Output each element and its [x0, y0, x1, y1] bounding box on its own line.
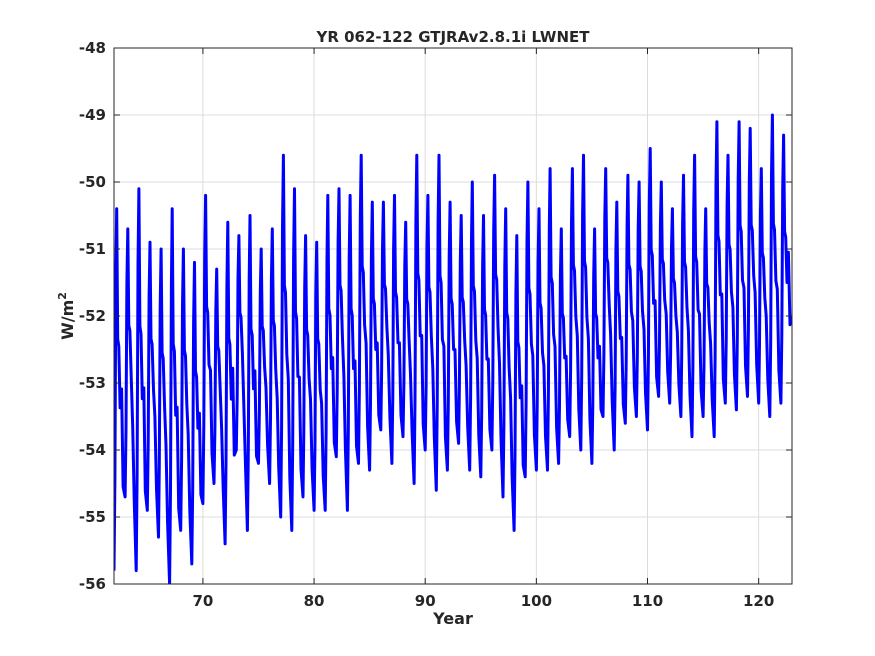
y-axis-label: W/m2 [56, 292, 77, 340]
y-tick-label: -54 [79, 441, 106, 459]
x-tick-label: 100 [521, 592, 552, 610]
x-tick-label: 90 [415, 592, 436, 610]
y-tick-label: -56 [79, 575, 106, 593]
series-line [114, 113, 792, 584]
y-tick-label: -52 [79, 307, 106, 325]
chart-title: YR 062-122 GTJRAv2.8.1i LWNET [315, 28, 590, 46]
y-tick-label: -50 [79, 173, 106, 191]
x-axis-label: Year [432, 609, 473, 628]
y-axis-label-exponent: 2 [56, 292, 69, 300]
y-tick-label: -48 [79, 39, 106, 57]
y-tick-label: -49 [79, 106, 106, 124]
y-tick-label: -55 [79, 508, 106, 526]
x-tick-label: 120 [743, 592, 774, 610]
axis-ticks: 70 80 90 100 110 120 -48 -49 -50 -51 -52 -53 -54 -55 -… [79, 39, 792, 610]
x-tick-label: 70 [192, 592, 213, 610]
y-tick-label: -51 [79, 240, 106, 258]
y-tick-label: -53 [79, 374, 106, 392]
x-tick-label: 110 [632, 592, 663, 610]
x-tick-label: 80 [304, 592, 325, 610]
y-axis-label-unit: W/m [58, 300, 77, 340]
